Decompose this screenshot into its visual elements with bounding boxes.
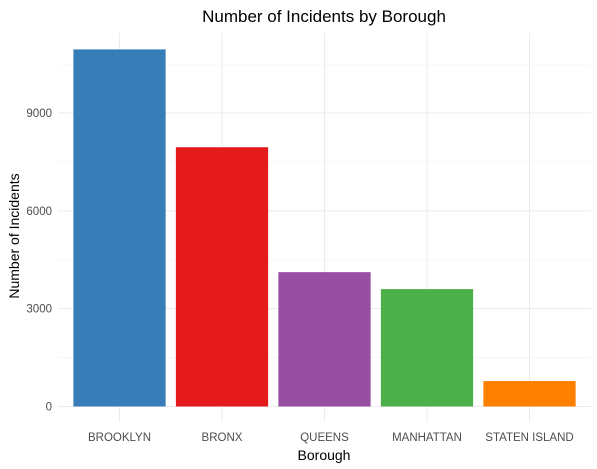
- y-axis-title: Number of Incidents: [6, 173, 22, 298]
- x-tick-label: STATEN ISLAND: [485, 432, 573, 444]
- y-tick-label: 3000: [26, 304, 52, 316]
- bars: [73, 49, 576, 407]
- y-axis-ticks: 0 3000 6000 9000: [26, 108, 52, 414]
- x-axis-ticks: BROOKLYN BRONX QUEENS MANHATTAN STATEN ISLAN…: [88, 432, 574, 444]
- x-tick-label: QUEENS: [300, 432, 349, 444]
- chart-title: Number of Incidents by Borough: [202, 7, 446, 26]
- y-tick-label: 6000: [26, 206, 52, 218]
- x-tick-label: MANHATTAN: [392, 432, 462, 444]
- x-tick-label: BRONX: [202, 432, 243, 444]
- bar-bronx: [175, 147, 269, 407]
- bar-manhattan: [380, 289, 474, 407]
- x-axis-title: Borough: [298, 447, 351, 463]
- y-tick-label: 9000: [26, 108, 52, 120]
- x-tick-label: BROOKLYN: [88, 432, 151, 444]
- bar-queens: [278, 272, 371, 407]
- y-tick-label: 0: [46, 402, 52, 414]
- bar-staten-island: [483, 381, 576, 407]
- bar-brooklyn: [73, 49, 166, 407]
